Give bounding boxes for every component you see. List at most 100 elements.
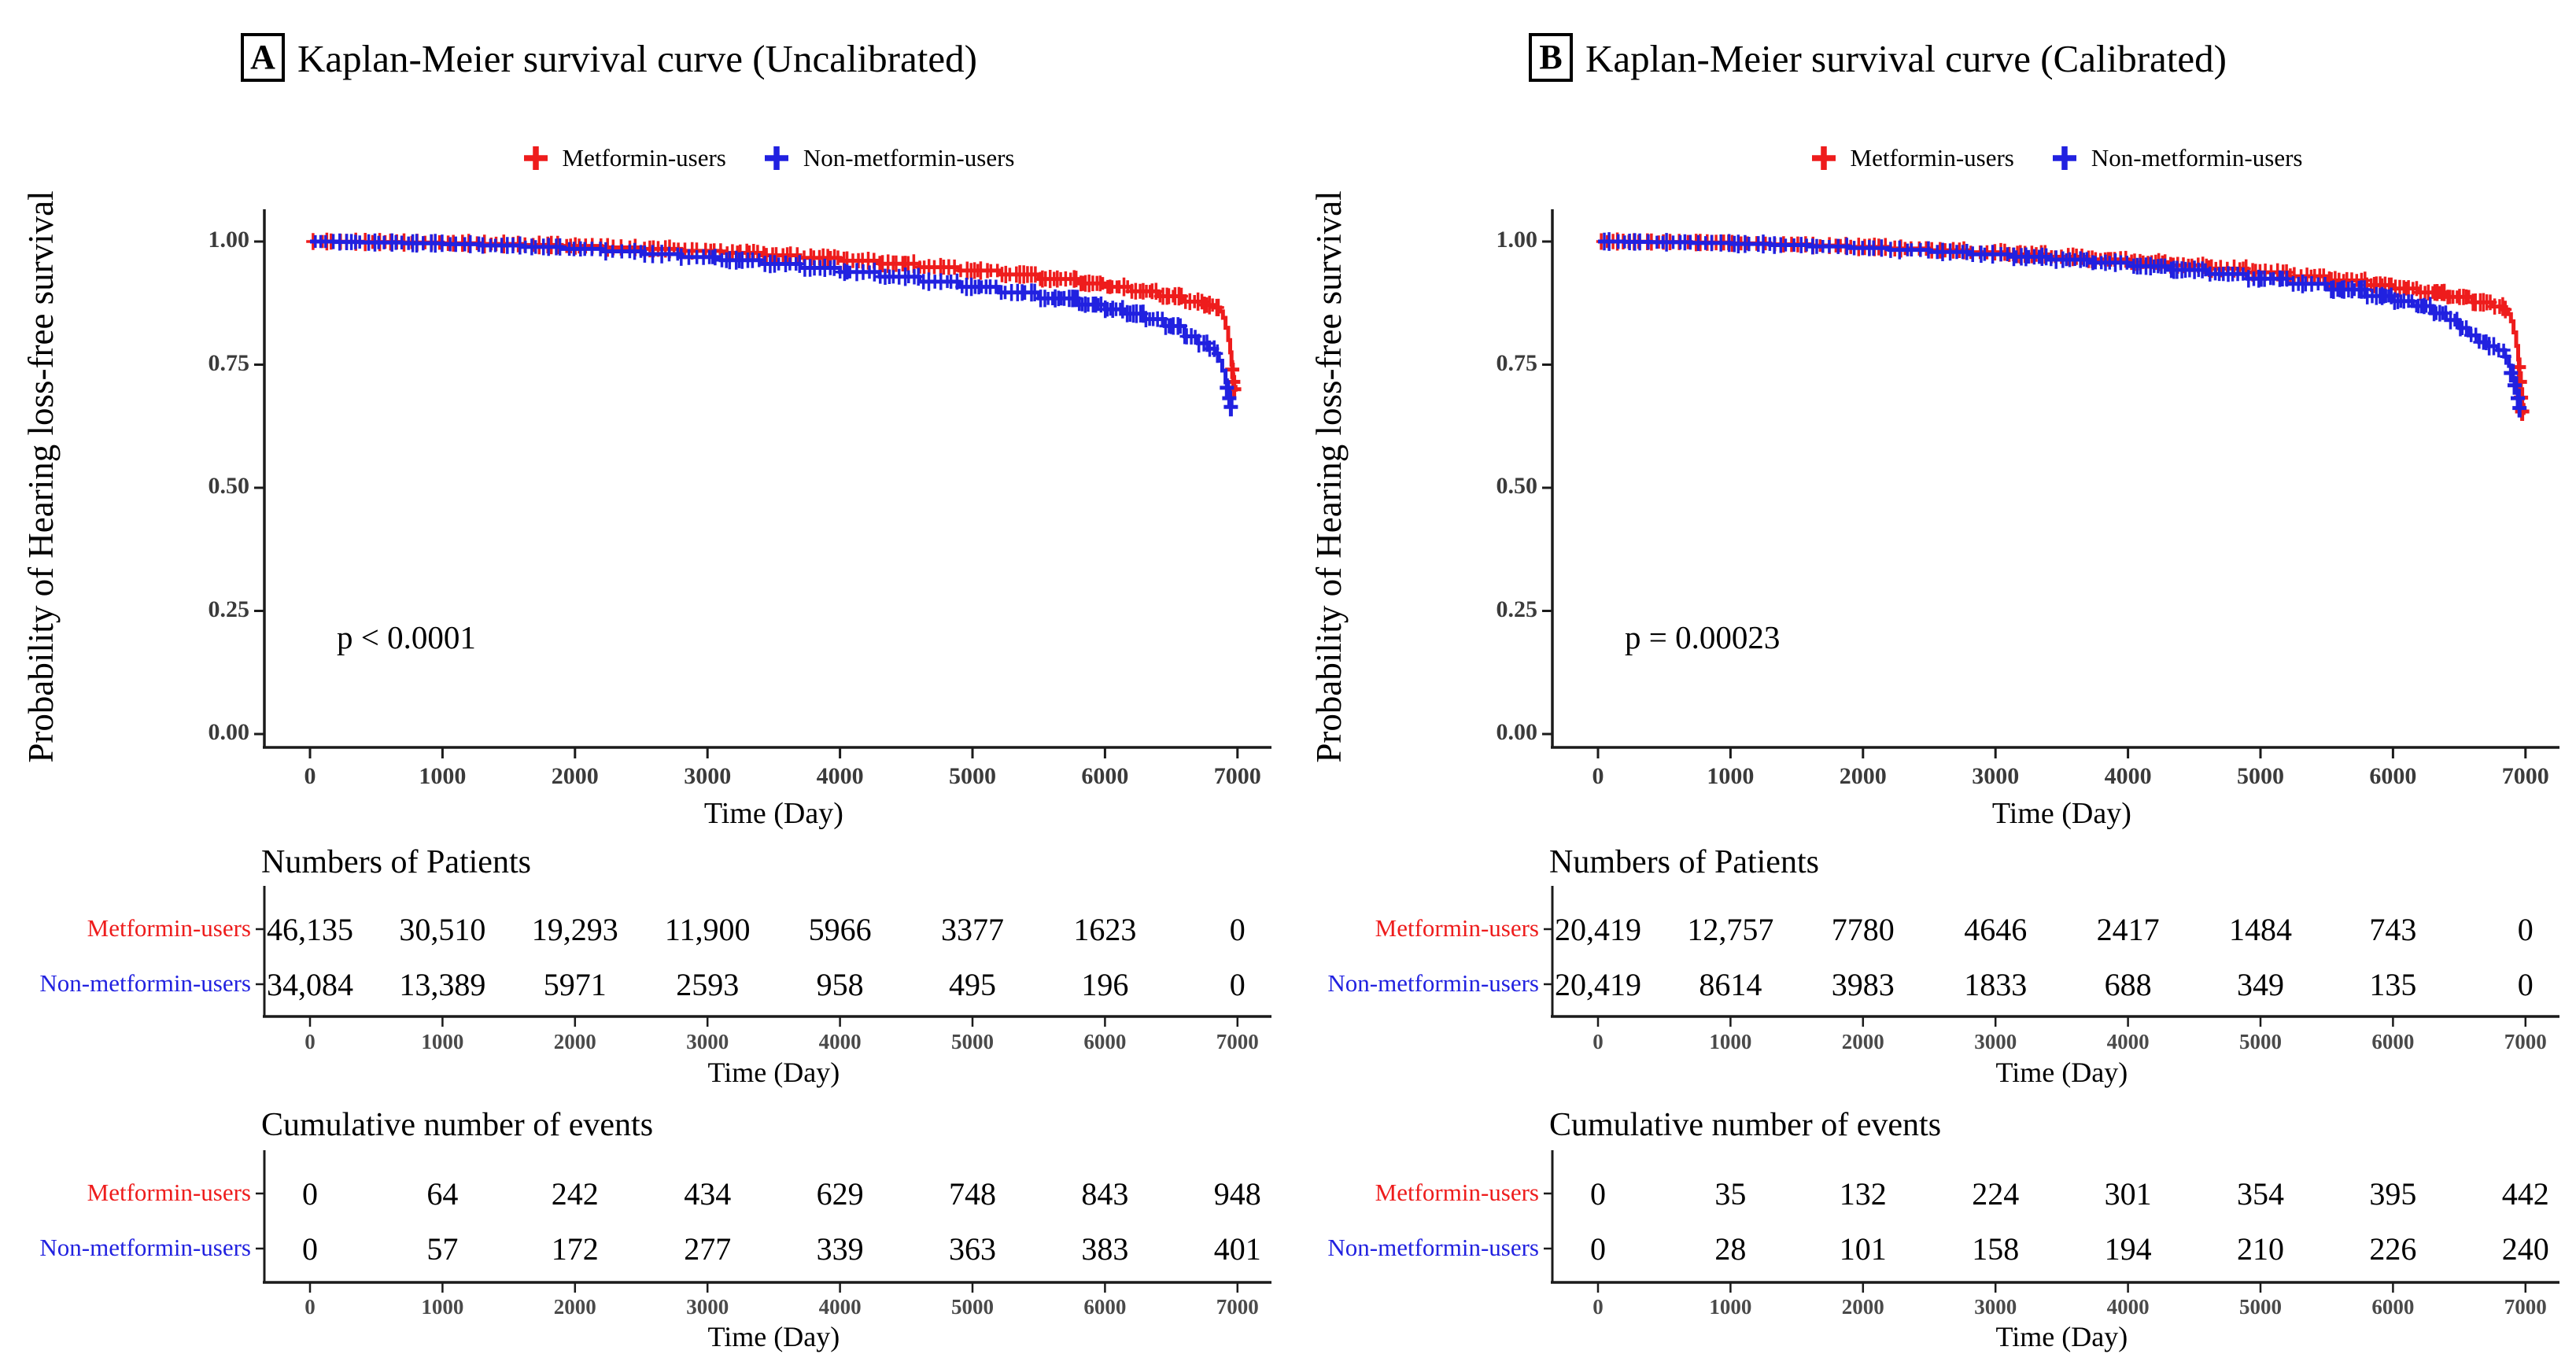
events-table-x-tick-label: 6000 xyxy=(1083,1295,1127,1319)
table-cell-value: 0 xyxy=(1229,967,1246,1002)
table-cell-value: 57 xyxy=(426,1231,459,1267)
risk-table-x-tick-label: 6000 xyxy=(2371,1030,2415,1053)
table-cell-value: 20,419 xyxy=(1555,912,1641,947)
x-axis-title: Time (Day) xyxy=(703,797,843,830)
table-row-label: Metformin-users xyxy=(87,914,251,942)
table-cell-value: 135 xyxy=(2369,967,2417,1002)
panel-title: Kaplan-Meier survival curve (Calibrated) xyxy=(1585,37,2227,80)
table-cell-value: 64 xyxy=(426,1176,459,1212)
events-table-x-tick-label: 1000 xyxy=(1709,1295,1752,1319)
table-cell-value: 0 xyxy=(1590,1176,1606,1212)
table-cell-value: 843 xyxy=(1081,1176,1129,1212)
risk-table-x-tick-label: 7000 xyxy=(2504,1030,2547,1053)
y-tick-label: 0.25 xyxy=(208,596,250,622)
table-cell-value: 210 xyxy=(2237,1231,2284,1267)
risk-table-x-tick-label: 1000 xyxy=(1709,1030,1752,1053)
x-tick-label: 2000 xyxy=(551,763,599,789)
km-curve-non-metformin xyxy=(1598,239,2522,411)
p-value-annotation: p < 0.0001 xyxy=(337,619,476,655)
table-cell-value: 158 xyxy=(1972,1231,2020,1267)
legend-item-metformin: Metformin-users xyxy=(1810,144,2014,172)
y-tick-label: 1.00 xyxy=(1496,227,1538,253)
risk-table-x-tick-label: 2000 xyxy=(553,1030,596,1053)
x-tick-label: 1000 xyxy=(419,763,467,789)
x-tick-label: 4000 xyxy=(2104,763,2152,789)
table-cell-value: 1484 xyxy=(2229,912,2292,947)
panel-a: A Kaplan-Meier survival curve (Uncalibrat… xyxy=(21,33,1271,1352)
km-curve-metformin xyxy=(1598,239,2526,415)
events-table-x-tick-label: 7000 xyxy=(1216,1295,1259,1319)
legend: Metformin-users Non-metformin-users xyxy=(1552,144,2559,172)
risk-table-x-axis-title: Time (Day) xyxy=(1995,1057,2128,1088)
events-table-x-tick-label: 4000 xyxy=(818,1295,862,1319)
y-tick-label: 0.00 xyxy=(208,719,250,745)
legend-item-non-metformin: Non-metformin-users xyxy=(762,144,1014,172)
table-cell-value: 132 xyxy=(1839,1176,1887,1212)
table-cell-value: 46,135 xyxy=(267,912,353,947)
tail-censor-marks xyxy=(2504,363,2527,418)
events-table-x-tick-label: 7000 xyxy=(2504,1295,2547,1319)
table-row-label: Metformin-users xyxy=(87,1179,251,1206)
table-cell-value: 5971 xyxy=(543,967,607,1002)
risk-table-x-tick-label: 0 xyxy=(1592,1030,1604,1053)
table-cell-value: 301 xyxy=(2104,1176,2152,1212)
table-cell-value: 0 xyxy=(2517,912,2534,947)
x-tick-label: 2000 xyxy=(1839,763,1887,789)
table-cell-value: 30,510 xyxy=(399,912,486,947)
panel-title: Kaplan-Meier survival curve (Uncalibrate… xyxy=(297,37,977,80)
table-cell-value: 224 xyxy=(1972,1176,2020,1212)
censor-plus-icon xyxy=(1811,146,1836,170)
censor-marks xyxy=(1598,232,2511,365)
events-table-x-tick-label: 3000 xyxy=(1974,1295,2017,1319)
tail-censor-marks xyxy=(1220,378,1238,417)
table-cell-value: 495 xyxy=(949,967,996,1002)
table-cell-value: 0 xyxy=(1229,912,1246,947)
table-row-label: Metformin-users xyxy=(1375,914,1539,942)
censor-marks xyxy=(310,233,1223,363)
risk-table-x-tick-label: 3000 xyxy=(1974,1030,2017,1053)
x-tick-label: 5000 xyxy=(949,763,996,789)
tail-censor-marks xyxy=(1225,360,1242,399)
table-row-label: Non-metformin-users xyxy=(1327,969,1539,997)
x-tick-label: 1000 xyxy=(1707,763,1755,789)
table-row-label: Non-metformin-users xyxy=(39,969,251,997)
table-cell-value: 2593 xyxy=(676,967,740,1002)
events-table-x-tick-label: 2000 xyxy=(553,1295,596,1319)
x-tick-label: 6000 xyxy=(1081,763,1129,789)
table-cell-value: 277 xyxy=(684,1231,732,1267)
table-row-label: Metformin-users xyxy=(1375,1179,1539,1206)
table-cell-value: 28 xyxy=(1714,1231,1747,1267)
p-value-annotation: p = 0.00023 xyxy=(1625,619,1781,655)
table-cell-value: 743 xyxy=(2369,912,2417,947)
x-axis-title: Time (Day) xyxy=(1991,797,2131,830)
events-table-x-tick-label: 0 xyxy=(304,1295,316,1319)
events-table-x-tick-label: 2000 xyxy=(1841,1295,1884,1319)
table-cell-value: 35 xyxy=(1714,1176,1747,1212)
table-cell-value: 19,293 xyxy=(531,912,618,947)
x-tick-label: 7000 xyxy=(1213,763,1261,789)
plot-canvas xyxy=(1542,209,2559,1293)
risk-table-x-tick-label: 2000 xyxy=(1841,1030,1884,1053)
risk-table-x-tick-label: 3000 xyxy=(686,1030,729,1053)
table-cell-value: 5966 xyxy=(808,912,872,947)
x-tick-label: 0 xyxy=(304,763,316,789)
risk-table-x-tick-label: 7000 xyxy=(1216,1030,1259,1053)
table-cell-value: 401 xyxy=(1213,1231,1261,1267)
table-cell-value: 4646 xyxy=(1964,912,2028,947)
events-table-x-tick-label: 6000 xyxy=(2371,1295,2415,1319)
table-cell-value: 3983 xyxy=(1831,967,1895,1002)
table-cell-value: 339 xyxy=(816,1231,864,1267)
events-table-x-axis-title: Time (Day) xyxy=(707,1321,840,1352)
x-tick-label: 3000 xyxy=(684,763,732,789)
table-cell-value: 20,419 xyxy=(1555,967,1641,1002)
legend-label: Non-metformin-users xyxy=(2091,144,2303,172)
table-cell-value: 8614 xyxy=(1699,967,1762,1002)
table-cell-value: 0 xyxy=(302,1231,318,1267)
table-cell-value: 12,757 xyxy=(1687,912,1774,947)
table-cell-value: 172 xyxy=(551,1231,599,1267)
events-table-x-tick-label: 5000 xyxy=(2239,1295,2282,1319)
table-cell-value: 0 xyxy=(2517,967,2534,1002)
risk-table-x-axis-title: Time (Day) xyxy=(707,1057,840,1088)
table-cell-value: 11,900 xyxy=(664,912,751,947)
table-cell-value: 688 xyxy=(2104,967,2152,1002)
